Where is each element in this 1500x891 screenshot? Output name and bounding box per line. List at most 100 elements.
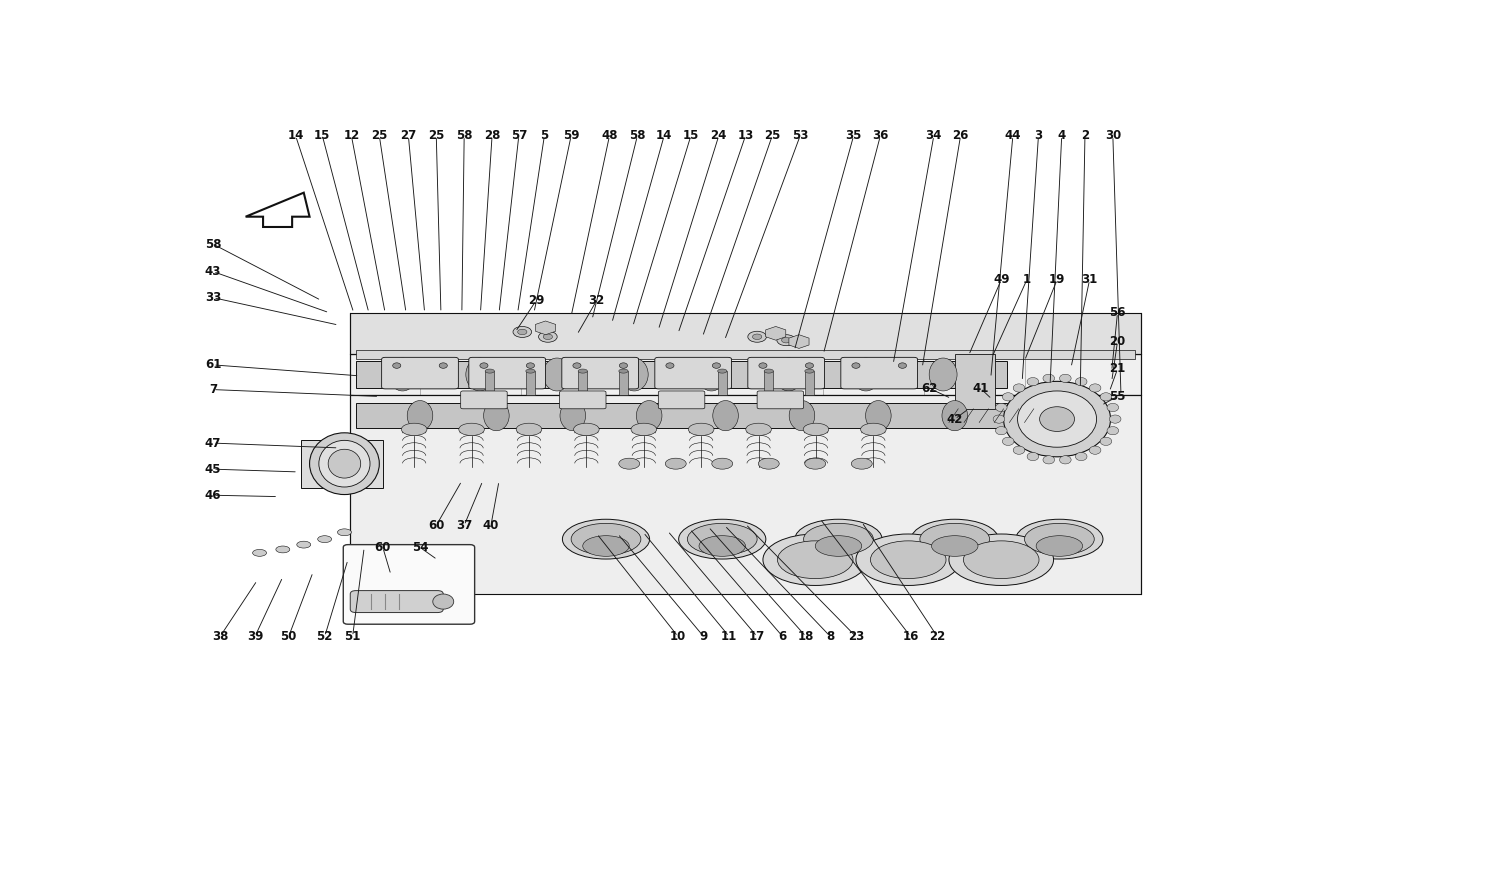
Ellipse shape (636, 401, 662, 430)
Ellipse shape (898, 363, 906, 368)
Ellipse shape (459, 423, 484, 436)
Ellipse shape (870, 541, 946, 578)
Ellipse shape (578, 369, 588, 373)
Text: 12: 12 (344, 129, 360, 143)
Bar (526, 371, 536, 395)
Polygon shape (350, 354, 1140, 395)
Ellipse shape (1059, 374, 1071, 382)
Ellipse shape (562, 519, 650, 559)
Text: 9: 9 (699, 630, 708, 643)
Ellipse shape (543, 358, 572, 391)
Text: 25: 25 (427, 129, 444, 143)
Text: 52: 52 (316, 630, 333, 643)
Ellipse shape (782, 338, 790, 343)
Bar (484, 371, 495, 395)
Text: 14: 14 (288, 129, 304, 143)
FancyBboxPatch shape (842, 357, 918, 388)
Text: 11: 11 (722, 630, 738, 643)
Ellipse shape (759, 458, 778, 470)
Ellipse shape (861, 423, 886, 436)
Ellipse shape (698, 358, 726, 391)
Ellipse shape (433, 594, 453, 609)
Bar (356, 361, 1007, 388)
FancyBboxPatch shape (748, 357, 825, 388)
Ellipse shape (309, 433, 380, 495)
Text: 41: 41 (972, 381, 988, 395)
Ellipse shape (746, 423, 771, 436)
Polygon shape (302, 439, 382, 487)
Ellipse shape (1107, 404, 1119, 412)
Ellipse shape (1013, 384, 1025, 392)
Text: 39: 39 (246, 630, 262, 643)
Polygon shape (356, 350, 1136, 359)
Ellipse shape (852, 363, 859, 368)
Ellipse shape (526, 369, 536, 373)
Text: 59: 59 (562, 129, 579, 143)
Ellipse shape (759, 363, 766, 368)
Ellipse shape (806, 458, 825, 470)
Ellipse shape (620, 363, 627, 368)
Ellipse shape (582, 535, 630, 556)
Ellipse shape (1002, 437, 1014, 446)
Ellipse shape (1089, 384, 1101, 392)
Text: 53: 53 (792, 129, 808, 143)
Text: 57: 57 (510, 129, 526, 143)
Ellipse shape (996, 404, 1006, 412)
Text: 37: 37 (456, 519, 472, 532)
Ellipse shape (1100, 437, 1112, 446)
Bar (806, 371, 814, 395)
Text: 34: 34 (926, 129, 942, 143)
Ellipse shape (440, 363, 447, 368)
Text: 17: 17 (748, 630, 765, 643)
Ellipse shape (1089, 446, 1101, 454)
Ellipse shape (666, 458, 686, 470)
Ellipse shape (688, 423, 714, 436)
Ellipse shape (748, 331, 766, 342)
Text: 60: 60 (375, 541, 392, 554)
Ellipse shape (942, 401, 968, 430)
Ellipse shape (393, 363, 400, 368)
Text: 15: 15 (682, 129, 699, 143)
Ellipse shape (338, 529, 351, 535)
Text: 4: 4 (1058, 129, 1066, 143)
Ellipse shape (910, 519, 999, 559)
FancyBboxPatch shape (344, 544, 474, 625)
Text: 44: 44 (1005, 129, 1022, 143)
Ellipse shape (764, 369, 774, 373)
Text: 23: 23 (847, 630, 864, 643)
Text: 10: 10 (670, 630, 686, 643)
FancyBboxPatch shape (656, 357, 732, 388)
Text: 60: 60 (427, 519, 444, 532)
FancyBboxPatch shape (460, 391, 507, 409)
Bar (717, 371, 728, 395)
Ellipse shape (620, 458, 639, 470)
Ellipse shape (1040, 406, 1074, 431)
Ellipse shape (804, 523, 873, 555)
Text: 42: 42 (946, 413, 963, 426)
Ellipse shape (920, 523, 990, 555)
Ellipse shape (252, 550, 267, 556)
Ellipse shape (1110, 415, 1120, 423)
Ellipse shape (543, 334, 552, 339)
Bar (356, 404, 1007, 428)
Ellipse shape (1042, 455, 1054, 464)
Ellipse shape (402, 423, 427, 436)
Ellipse shape (1013, 446, 1025, 454)
Ellipse shape (572, 523, 640, 555)
Ellipse shape (802, 423, 830, 436)
Ellipse shape (687, 523, 758, 555)
FancyBboxPatch shape (350, 591, 444, 612)
Ellipse shape (1017, 391, 1096, 447)
Ellipse shape (318, 535, 332, 543)
Ellipse shape (1042, 374, 1054, 382)
Ellipse shape (1076, 453, 1088, 461)
FancyBboxPatch shape (658, 391, 705, 409)
Text: 32: 32 (588, 294, 604, 307)
Ellipse shape (1028, 378, 1038, 386)
Text: 19: 19 (1048, 274, 1065, 286)
Text: 28: 28 (484, 129, 501, 143)
Text: 3: 3 (1035, 129, 1042, 143)
Text: 6: 6 (778, 630, 788, 643)
Ellipse shape (678, 519, 766, 559)
Text: 56: 56 (1108, 307, 1125, 319)
